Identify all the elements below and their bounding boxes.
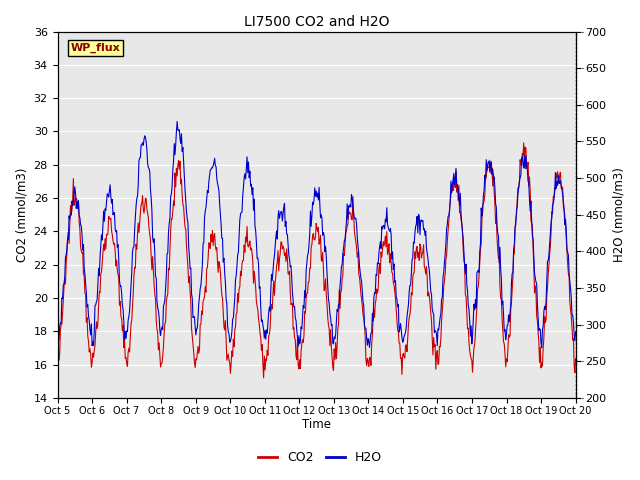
X-axis label: Time: Time xyxy=(302,419,331,432)
Legend: CO2, H2O: CO2, H2O xyxy=(253,446,387,469)
Title: LI7500 CO2 and H2O: LI7500 CO2 and H2O xyxy=(244,15,389,29)
Y-axis label: CO2 (mmol/m3): CO2 (mmol/m3) xyxy=(15,168,28,262)
Y-axis label: H2O (mmol/m3): H2O (mmol/m3) xyxy=(612,168,625,262)
Text: WP_flux: WP_flux xyxy=(70,43,120,53)
